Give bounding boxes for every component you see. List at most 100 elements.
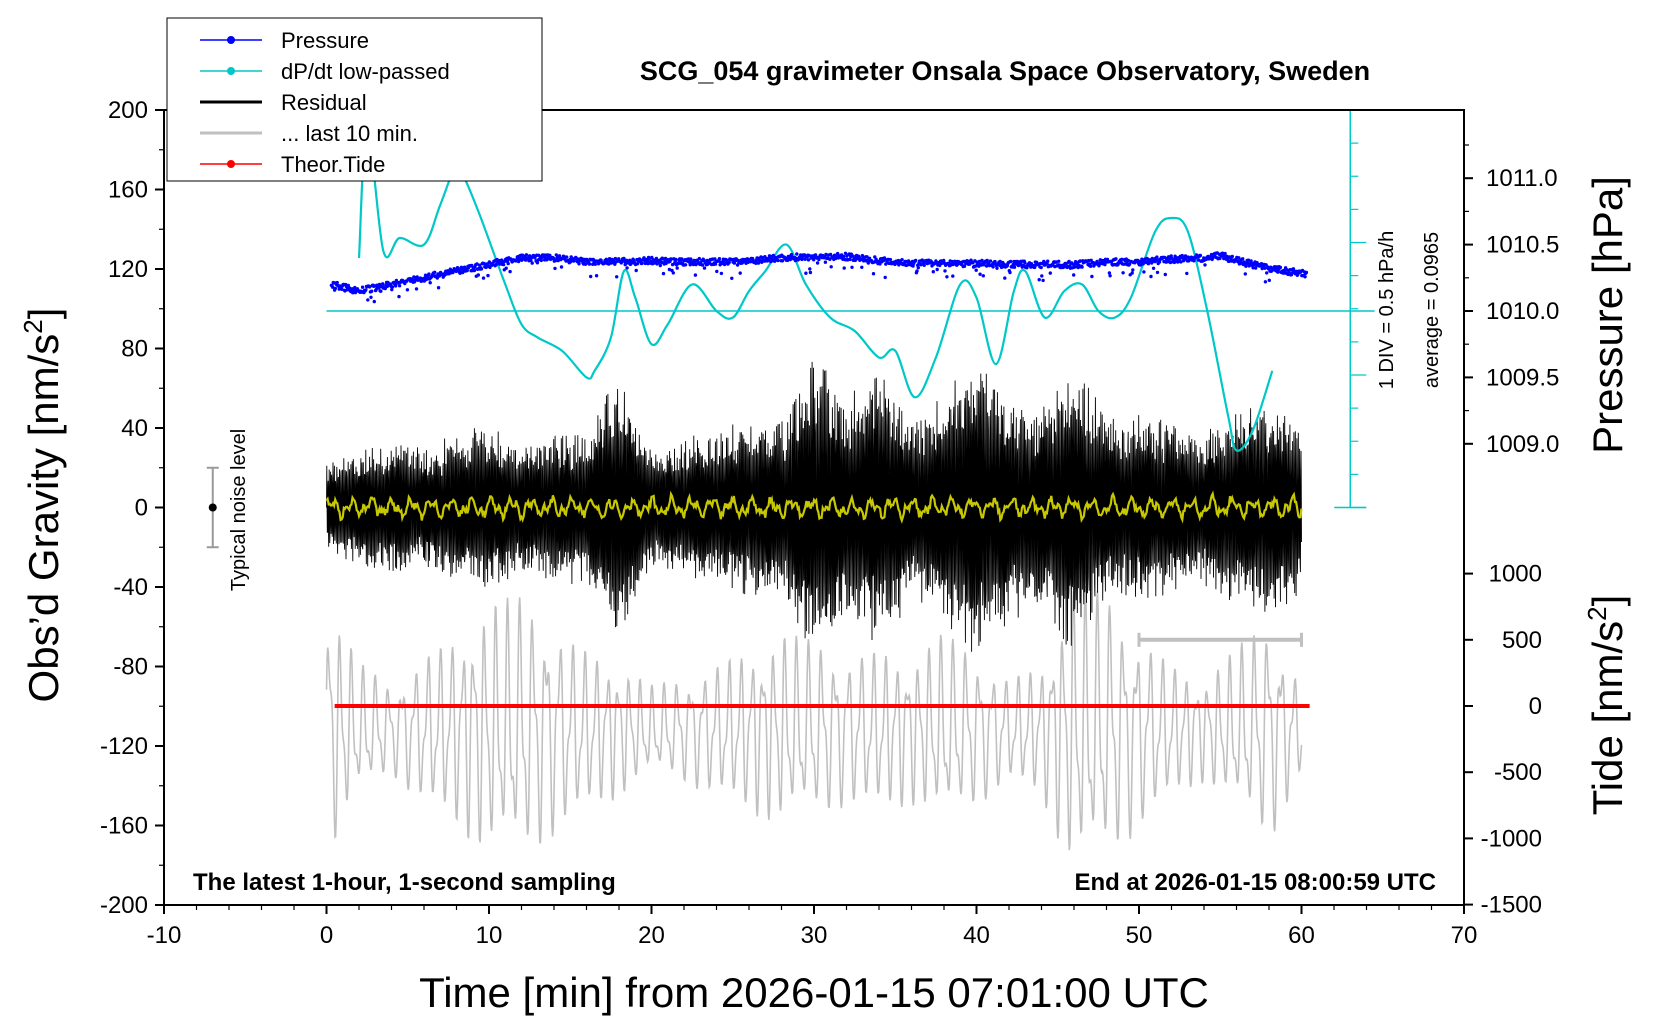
pressure-point	[476, 273, 480, 277]
pressure-point	[436, 286, 441, 290]
pressure-point	[360, 285, 365, 289]
pressure-point	[978, 272, 982, 276]
pressure-point	[479, 267, 484, 271]
pressure-point	[727, 260, 731, 265]
pressure-point	[931, 270, 935, 274]
pressure-point	[477, 263, 482, 267]
pressure-point	[713, 262, 718, 266]
pressure-point	[640, 261, 644, 265]
pressure-series	[329, 251, 1309, 304]
pressure-point	[1039, 265, 1043, 270]
pressure-point	[1097, 264, 1101, 268]
plot-layer	[206, 109, 1375, 851]
pressure-point	[414, 287, 419, 291]
pressure-point	[669, 257, 673, 261]
pressure-point	[776, 258, 780, 263]
pressure-point	[993, 259, 997, 264]
pressure-point	[587, 262, 592, 266]
pressure-point	[883, 275, 887, 280]
pressure-point	[1263, 266, 1267, 270]
pressure-point	[433, 270, 437, 274]
pressure-point	[1223, 251, 1227, 256]
note-left: The latest 1-hour, 1-second sampling	[193, 869, 616, 896]
pressure-point	[556, 258, 560, 263]
pressure-point	[1251, 266, 1255, 270]
pressure-point	[486, 273, 490, 278]
pressure-point	[977, 259, 982, 264]
pressure-point	[874, 257, 878, 261]
y-left-tick-label: -40	[113, 574, 148, 601]
pressure-point	[524, 253, 529, 257]
pressure-point	[335, 280, 339, 285]
pressure-point	[738, 271, 742, 275]
pressure-point	[1192, 259, 1196, 263]
pressure-point	[1211, 256, 1215, 260]
pressure-point	[1012, 265, 1017, 269]
pressure-point	[1263, 280, 1268, 284]
pressure-tick-label: 1010.5	[1486, 232, 1559, 259]
pressure-point	[369, 295, 373, 299]
pressure-point	[1174, 256, 1178, 260]
pressure-point	[1154, 259, 1158, 263]
pressure-point	[981, 274, 985, 278]
pressure-point	[535, 261, 540, 265]
pressure-tick-label: 1011.0	[1486, 165, 1558, 192]
pressure-point	[1203, 263, 1207, 267]
pressure-point	[1088, 264, 1093, 268]
pressure-point	[667, 267, 672, 272]
pressure-point	[484, 265, 488, 270]
pressure-point	[683, 263, 688, 267]
pressure-point	[1086, 258, 1091, 263]
pressure-point	[635, 262, 640, 266]
pressure-tick-label: 1009.5	[1486, 364, 1559, 391]
pressure-point	[475, 262, 479, 266]
pressure-point	[580, 257, 584, 261]
pressure-point	[815, 261, 820, 265]
y-axis-pressure-label: Pressure [hPa]	[1584, 176, 1631, 454]
pressure-point	[577, 262, 581, 266]
pressure-point	[700, 263, 705, 267]
pressure-point	[1303, 275, 1307, 279]
pressure-point	[1120, 257, 1124, 261]
y-axis-left-label: Obs’d Gravity [nm/s2]	[18, 308, 67, 703]
pressure-point	[991, 265, 995, 269]
pressure-point	[871, 272, 876, 276]
x-tick-label: 70	[1451, 922, 1478, 949]
pressure-point	[615, 275, 619, 279]
pressure-point	[1243, 272, 1248, 276]
pressure-point	[565, 255, 569, 259]
pressure-point	[661, 271, 666, 276]
pressure-point	[866, 261, 870, 265]
pressure-point	[472, 268, 477, 273]
pressure-point	[808, 270, 813, 275]
pressure-point	[506, 261, 510, 266]
pressure-point	[488, 265, 492, 270]
residual-series-line	[326, 361, 1302, 652]
pressure-point	[865, 255, 869, 259]
pressure-point	[647, 257, 651, 261]
pressure-point	[808, 267, 812, 271]
pressure-point	[1131, 268, 1135, 272]
tide-tick-label: -1500	[1481, 892, 1542, 919]
pressure-point	[346, 283, 350, 288]
pressure-point	[1241, 257, 1245, 261]
pressure-point	[1265, 271, 1269, 275]
y-left-tick-label: 120	[108, 256, 148, 283]
pressure-point	[717, 257, 722, 261]
pressure-point	[1008, 270, 1012, 275]
pressure-point	[1146, 262, 1151, 266]
pressure-point	[888, 257, 893, 262]
pressure-point	[916, 266, 920, 270]
pressure-point	[1008, 259, 1013, 264]
pressure-point	[1163, 255, 1167, 260]
pressure-point	[1149, 274, 1153, 279]
pressure-point	[995, 266, 999, 270]
pressure-point	[911, 264, 915, 268]
pressure-point	[697, 256, 701, 261]
pressure-point	[807, 253, 811, 258]
pressure-point	[824, 252, 828, 257]
pressure-point	[920, 258, 924, 262]
pressure-point	[333, 286, 337, 291]
y-axis-tide-label: Tide [nm/s2]	[1582, 595, 1631, 816]
